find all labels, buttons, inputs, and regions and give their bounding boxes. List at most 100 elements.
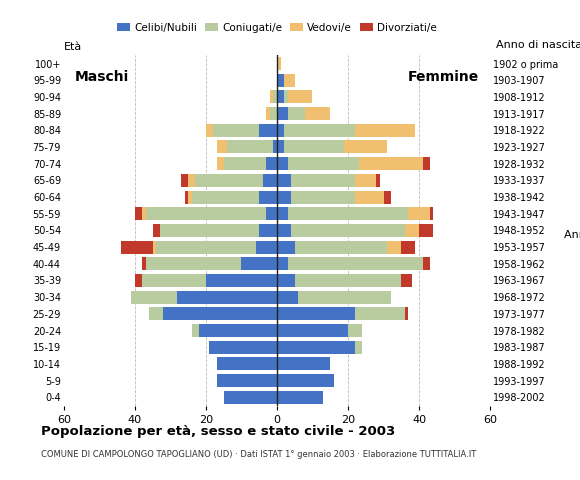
Bar [277,307,355,320]
Bar [184,191,188,204]
Bar [153,240,156,253]
Text: Età: Età [64,42,82,52]
Bar [277,224,291,237]
Bar [156,240,256,253]
Bar [191,191,259,204]
Bar [288,157,358,170]
Bar [277,240,295,253]
Legend: Celibi/Nubili, Coniugati/e, Vedovi/e, Divorziati/e: Celibi/Nubili, Coniugati/e, Vedovi/e, Di… [113,18,441,36]
Bar [149,307,164,320]
Bar [423,157,430,170]
Bar [216,358,277,371]
Bar [195,174,263,187]
Bar [259,191,277,204]
Bar [348,324,362,337]
Bar [206,274,277,287]
Bar [216,374,277,387]
Bar [142,274,206,287]
Bar [256,240,277,253]
Bar [284,90,288,103]
Bar [305,107,330,120]
Bar [164,307,277,320]
Bar [259,124,277,137]
Bar [266,107,270,120]
Text: Anno di nascita: Anno di nascita [496,40,580,50]
Bar [345,141,387,154]
Bar [153,224,160,237]
Bar [277,157,288,170]
Bar [135,207,142,220]
Bar [277,358,330,371]
Bar [383,191,391,204]
Bar [224,157,266,170]
Text: Popolazione per età, sesso e stato civile - 2003: Popolazione per età, sesso e stato civil… [41,425,395,438]
Bar [135,274,142,287]
Bar [142,257,146,270]
Bar [284,74,295,87]
Bar [277,374,334,387]
Bar [401,274,412,287]
Bar [191,324,199,337]
Bar [266,207,277,220]
Bar [355,191,383,204]
Bar [295,240,387,253]
Bar [277,191,291,204]
Bar [277,324,348,337]
Bar [277,57,281,70]
Y-axis label: Anno di nascita: Anno di nascita [564,230,580,240]
Bar [284,124,355,137]
Bar [188,191,191,204]
Bar [121,240,153,253]
Bar [216,157,224,170]
Bar [131,290,177,304]
Bar [241,257,277,270]
Bar [277,290,298,304]
Bar [423,257,430,270]
Bar [408,207,430,220]
Bar [355,124,415,137]
Bar [277,74,284,87]
Bar [263,174,277,187]
Bar [291,174,355,187]
Bar [224,391,277,404]
Bar [277,341,355,354]
Bar [146,207,266,220]
Bar [291,224,405,237]
Bar [273,90,277,103]
Text: Maschi: Maschi [74,70,129,84]
Bar [298,290,391,304]
Bar [355,341,362,354]
Bar [277,141,284,154]
Bar [430,207,433,220]
Text: COMUNE DI CAMPOLONGO TAPOGLIANO (UD) · Dati ISTAT 1° gennaio 2003 · Elaborazione: COMUNE DI CAMPOLONGO TAPOGLIANO (UD) · D… [41,450,476,459]
Bar [188,174,195,187]
Bar [355,307,405,320]
Bar [376,174,380,187]
Bar [206,124,213,137]
Bar [277,174,291,187]
Bar [259,224,277,237]
Bar [277,124,284,137]
Bar [277,207,288,220]
Bar [181,174,188,187]
Bar [216,141,227,154]
Bar [291,191,355,204]
Bar [387,240,401,253]
Bar [160,224,259,237]
Bar [405,224,419,237]
Bar [277,391,323,404]
Bar [277,107,288,120]
Bar [209,341,277,354]
Bar [405,307,408,320]
Bar [213,124,259,137]
Bar [273,141,277,154]
Bar [288,207,408,220]
Bar [295,274,401,287]
Bar [288,257,423,270]
Bar [358,157,423,170]
Bar [284,141,345,154]
Bar [355,174,376,187]
Bar [277,257,288,270]
Bar [146,257,241,270]
Bar [142,207,146,220]
